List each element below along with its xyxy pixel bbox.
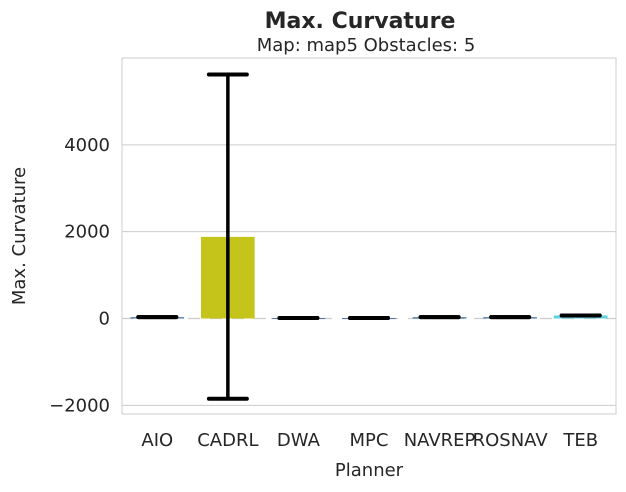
x-tick-label: CADRL xyxy=(197,430,258,451)
x-tick-label: ROSNAV xyxy=(473,430,549,451)
error-bars xyxy=(136,72,602,401)
y-tick-label: 0 xyxy=(99,308,110,329)
x-tick-label: MPC xyxy=(350,430,389,451)
y-tick-label: 4000 xyxy=(64,135,110,156)
x-tick-label: DWA xyxy=(277,430,321,451)
chart-subtitle: Map: map5 Obstacles: 5 xyxy=(257,35,476,56)
x-tick-label: TEB xyxy=(562,430,598,451)
y-tick-labels: −2000 0 2000 4000 xyxy=(49,135,110,416)
x-tick-label: NAVREP xyxy=(404,430,476,451)
grid-lines xyxy=(122,144,616,406)
y-axis-label: Max. Curvature xyxy=(9,167,30,305)
x-axis-label: Planner xyxy=(335,460,404,481)
y-tick-label: 2000 xyxy=(64,222,110,243)
plot-area xyxy=(121,57,617,415)
chart-title: Max. Curvature xyxy=(265,9,456,34)
y-tick-label: −2000 xyxy=(49,395,110,416)
x-tick-label: AIO xyxy=(141,430,173,451)
